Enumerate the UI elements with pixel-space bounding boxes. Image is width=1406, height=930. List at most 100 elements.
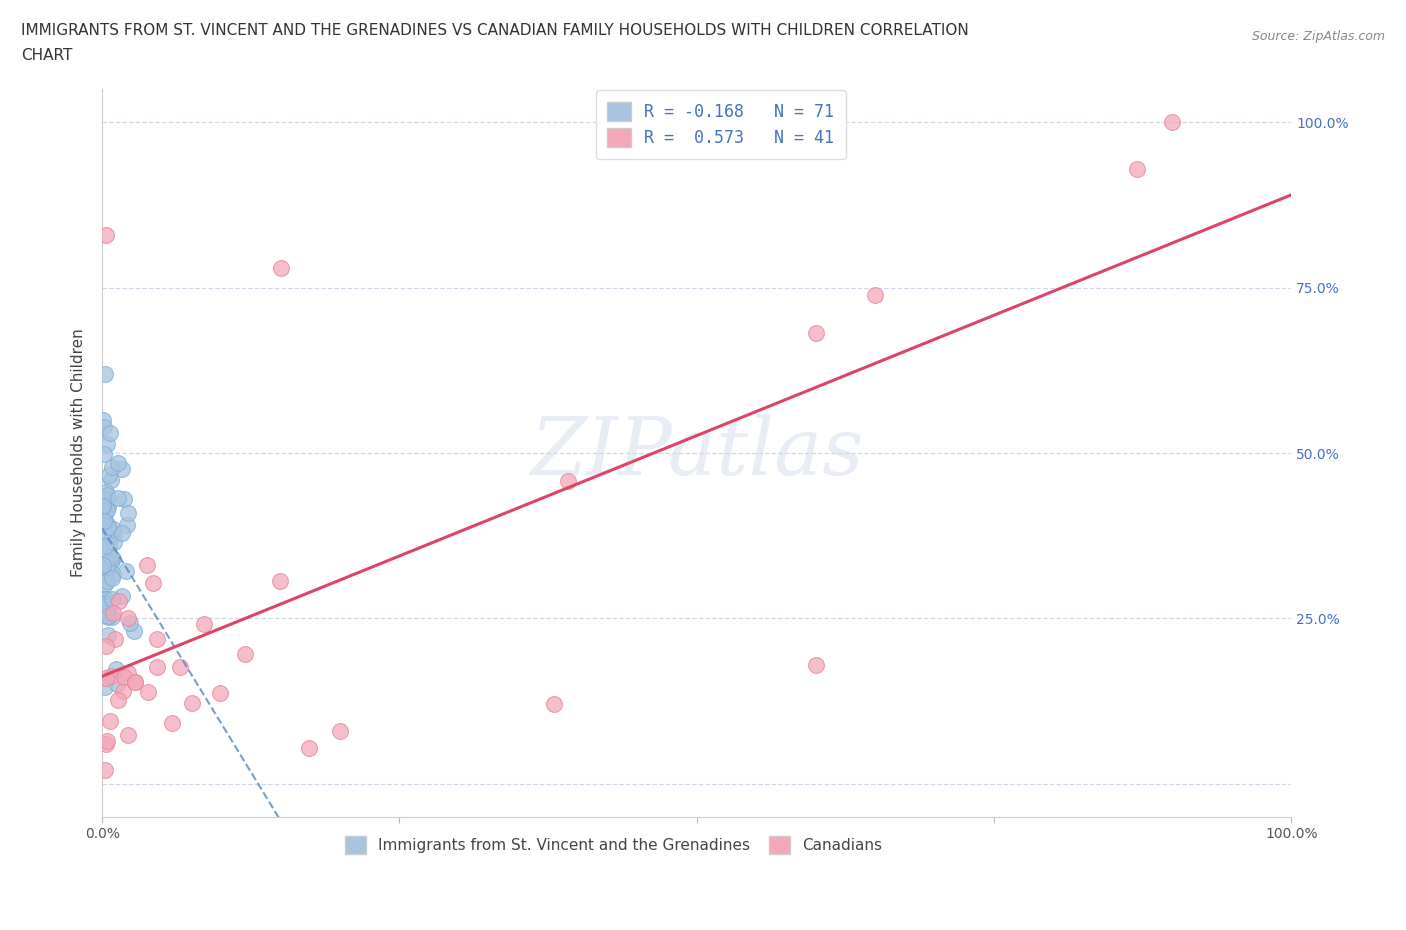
Point: [97, 560, 120, 575]
Point: [101, 459, 124, 474]
Point: [97, 520, 120, 535]
Point: [93, 500, 115, 515]
Point: [107, 490, 129, 505]
Point: [557, 473, 579, 488]
Point: [94, 680, 117, 695]
Point: [96, 516, 118, 531]
Point: [104, 662, 127, 677]
Point: [94, 507, 117, 522]
Point: [100, 554, 122, 569]
Point: [111, 684, 134, 698]
Point: [111, 525, 134, 540]
Point: [112, 670, 135, 684]
Point: [97, 609, 120, 624]
Text: CHART: CHART: [21, 48, 73, 63]
Point: [117, 610, 139, 625]
Point: [298, 740, 321, 755]
Point: [543, 697, 565, 711]
Point: [94, 576, 117, 591]
Point: [120, 616, 142, 631]
Point: [115, 564, 138, 578]
Point: [124, 675, 146, 690]
Y-axis label: Family Households with Children: Family Households with Children: [72, 328, 86, 578]
Point: [96, 491, 118, 506]
Point: [100, 714, 122, 729]
Point: [96, 503, 118, 518]
Point: [96, 491, 118, 506]
Point: [193, 617, 215, 631]
Point: [103, 526, 125, 541]
Point: [93, 413, 115, 428]
Point: [235, 646, 257, 661]
Point: [94, 555, 117, 570]
Point: [97, 499, 120, 514]
Point: [91, 498, 114, 513]
Text: IMMIGRANTS FROM ST. VINCENT AND THE GRENADINES VS CANADIAN FAMILY HOUSEHOLDS WIT: IMMIGRANTS FROM ST. VINCENT AND THE GREN…: [21, 23, 969, 38]
Point: [1125, 161, 1147, 176]
Point: [97, 563, 120, 578]
Point: [96, 559, 118, 574]
Point: [117, 728, 139, 743]
Point: [100, 669, 122, 684]
Point: [94, 591, 117, 606]
Point: [269, 574, 291, 589]
Point: [117, 666, 139, 681]
Point: [105, 676, 128, 691]
Point: [111, 589, 134, 604]
Point: [100, 570, 122, 585]
Point: [94, 737, 117, 751]
Point: [98, 554, 121, 569]
Point: [101, 551, 124, 566]
Point: [93, 366, 115, 381]
Point: [94, 639, 117, 654]
Point: [100, 549, 122, 564]
Point: [804, 658, 827, 672]
Point: [100, 472, 122, 487]
Text: Source: ZipAtlas.com: Source: ZipAtlas.com: [1251, 30, 1385, 43]
Point: [101, 521, 124, 536]
Point: [94, 538, 117, 553]
Point: [91, 491, 114, 506]
Point: [111, 461, 134, 476]
Point: [863, 287, 886, 302]
Text: ZIPatlas: ZIPatlas: [530, 414, 863, 492]
Point: [104, 632, 127, 647]
Point: [114, 491, 136, 506]
Point: [146, 659, 169, 674]
Point: [146, 631, 169, 646]
Point: [107, 456, 129, 471]
Point: [94, 763, 117, 777]
Point: [96, 574, 118, 589]
Point: [329, 724, 352, 738]
Point: [96, 628, 118, 643]
Point: [108, 594, 131, 609]
Point: [122, 624, 145, 639]
Point: [97, 608, 120, 623]
Point: [91, 557, 114, 572]
Point: [115, 517, 138, 532]
Point: [117, 505, 139, 520]
Point: [93, 525, 115, 539]
Point: [124, 675, 146, 690]
Point: [93, 514, 115, 529]
Point: [100, 610, 122, 625]
Point: [94, 671, 117, 685]
Point: [208, 686, 231, 701]
Point: [96, 560, 118, 575]
Point: [804, 326, 827, 340]
Point: [94, 228, 117, 243]
Point: [93, 446, 115, 461]
Point: [97, 538, 120, 553]
Point: [1161, 115, 1184, 130]
Point: [97, 535, 120, 550]
Point: [169, 659, 191, 674]
Point: [98, 426, 121, 441]
Point: [101, 605, 124, 620]
Point: [181, 696, 204, 711]
Point: [136, 684, 159, 699]
Point: [103, 566, 125, 581]
Point: [142, 576, 165, 591]
Point: [93, 507, 115, 522]
Point: [96, 599, 118, 614]
Point: [96, 734, 118, 749]
